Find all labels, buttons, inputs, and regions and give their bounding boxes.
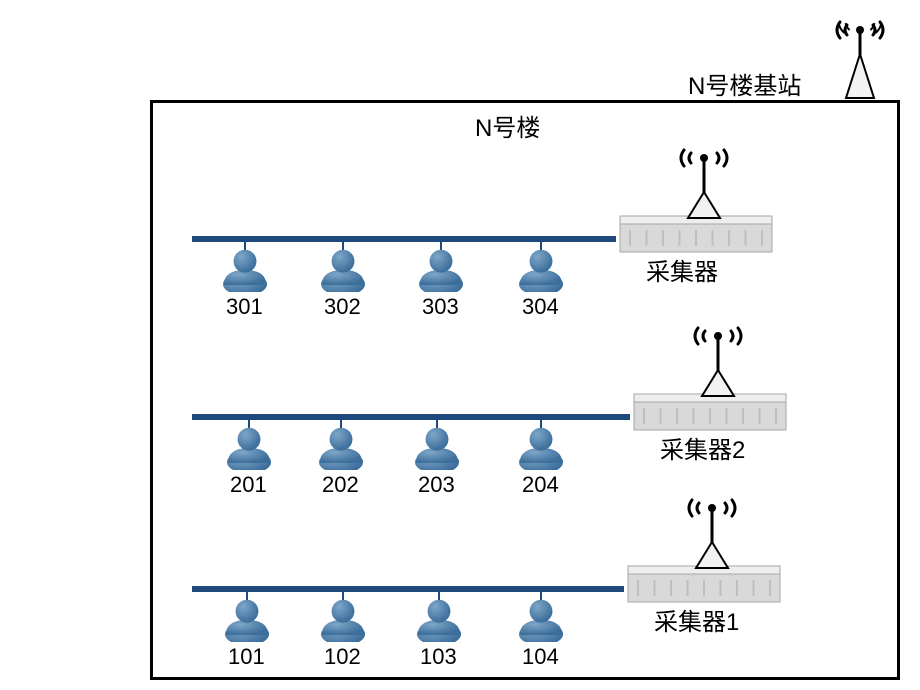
meter-label: 201	[230, 472, 267, 498]
meter-icon	[518, 426, 564, 475]
meter-label: 203	[418, 472, 455, 498]
meter-icon	[318, 426, 364, 475]
meter-label: 103	[420, 644, 457, 670]
meter-label: 104	[522, 644, 559, 670]
meter-label: 204	[522, 472, 559, 498]
user-icon	[518, 248, 564, 292]
user-icon	[518, 426, 564, 470]
collector-device	[616, 138, 776, 263]
collector-icon	[616, 138, 776, 258]
meter-label: 101	[228, 644, 265, 670]
bus-line	[192, 586, 624, 592]
meter-icon	[222, 248, 268, 297]
meter-label: 303	[422, 294, 459, 320]
user-icon	[320, 248, 366, 292]
meter-label: 301	[226, 294, 263, 320]
meter-icon	[320, 248, 366, 297]
meter-icon	[224, 598, 270, 647]
collector-label: 采集器	[646, 252, 718, 287]
user-icon	[318, 426, 364, 470]
meter-icon	[416, 598, 462, 647]
bus-line	[192, 414, 630, 420]
user-icon	[226, 426, 272, 470]
user-icon	[414, 426, 460, 470]
user-icon	[418, 248, 464, 292]
user-icon	[224, 598, 270, 642]
user-icon	[320, 598, 366, 642]
meter-icon	[518, 598, 564, 647]
diagram-canvas: N号楼基站 N号楼 301 302	[0, 0, 920, 690]
collector-label: 采集器1	[654, 602, 739, 637]
meter-label: 304	[522, 294, 559, 320]
meter-icon	[320, 598, 366, 647]
collector-label: 采集器2	[660, 430, 745, 465]
collector-icon	[630, 316, 790, 436]
bus-line	[192, 236, 616, 242]
collector-icon	[624, 488, 784, 608]
meter-icon	[418, 248, 464, 297]
meter-icon	[226, 426, 272, 475]
floors-container: 301 302 303 304	[0, 0, 920, 690]
meter-label: 202	[322, 472, 359, 498]
meter-icon	[414, 426, 460, 475]
user-icon	[416, 598, 462, 642]
collector-device	[624, 488, 784, 613]
meter-label: 102	[324, 644, 361, 670]
user-icon	[222, 248, 268, 292]
collector-device	[630, 316, 790, 441]
meter-icon	[518, 248, 564, 297]
user-icon	[518, 598, 564, 642]
meter-label: 302	[324, 294, 361, 320]
